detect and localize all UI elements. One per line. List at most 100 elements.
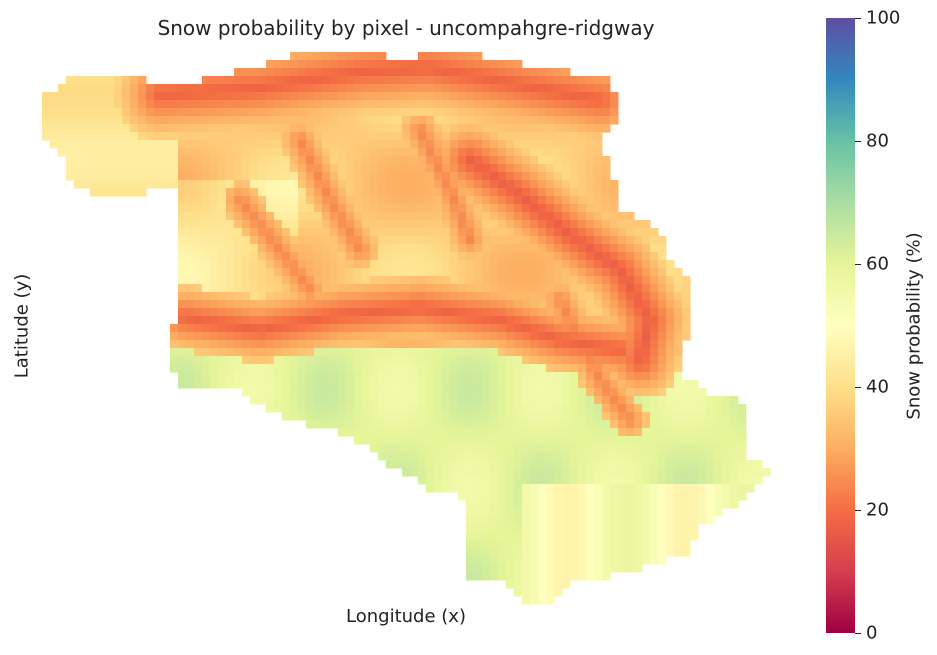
heatmap-cell xyxy=(378,260,387,269)
heatmap-cell xyxy=(546,356,555,365)
heatmap-cell xyxy=(490,84,499,93)
heatmap-cell xyxy=(234,164,243,173)
heatmap-cell xyxy=(370,156,379,165)
heatmap-cell xyxy=(594,460,603,469)
heatmap-cell xyxy=(546,260,555,269)
heatmap-cell xyxy=(450,444,459,453)
heatmap-cell xyxy=(434,444,443,453)
heatmap-cell xyxy=(210,84,219,93)
heatmap-cell xyxy=(562,172,571,181)
heatmap-cell xyxy=(674,276,683,285)
heatmap-cell xyxy=(242,276,251,285)
heatmap-cell xyxy=(426,300,435,309)
heatmap-cell xyxy=(130,92,139,101)
heatmap-cell xyxy=(650,492,659,501)
heatmap-cell xyxy=(698,404,707,413)
heatmap-cell xyxy=(322,148,331,157)
heatmap-cell xyxy=(498,84,507,93)
heatmap-cell xyxy=(546,468,555,477)
heatmap-cell xyxy=(690,452,699,461)
heatmap-cell xyxy=(234,380,243,389)
heatmap-cell xyxy=(266,228,275,237)
heatmap-cell xyxy=(74,164,83,173)
heatmap-cell xyxy=(466,116,475,125)
heatmap-cell xyxy=(466,452,475,461)
heatmap-cell xyxy=(602,380,611,389)
heatmap-cell xyxy=(306,188,315,197)
heatmap-cell xyxy=(618,268,627,277)
heatmap-cell xyxy=(250,316,259,325)
heatmap-cell xyxy=(530,172,539,181)
heatmap-cell xyxy=(226,276,235,285)
heatmap-cell xyxy=(178,132,187,141)
heatmap-cell xyxy=(506,420,515,429)
heatmap-cell xyxy=(186,252,195,261)
heatmap-cell xyxy=(122,84,131,93)
heatmap-cell xyxy=(178,140,187,149)
heatmap-cell xyxy=(434,204,443,213)
heatmap-cell xyxy=(442,212,451,221)
heatmap-cell xyxy=(482,124,491,133)
heatmap-cell xyxy=(330,356,339,365)
heatmap-cell xyxy=(250,324,259,333)
heatmap-cell xyxy=(290,404,299,413)
heatmap-cell xyxy=(466,516,475,525)
heatmap-cell xyxy=(618,292,627,301)
heatmap-cell xyxy=(610,492,619,501)
heatmap-cell xyxy=(90,132,99,141)
heatmap-cell xyxy=(506,164,515,173)
heatmap-cell xyxy=(274,60,283,69)
heatmap-cell xyxy=(522,492,531,501)
heatmap-cell xyxy=(474,68,483,77)
heatmap-cell xyxy=(362,92,371,101)
heatmap-cell xyxy=(298,236,307,245)
heatmap-cell xyxy=(482,540,491,549)
heatmap-cell xyxy=(554,68,563,77)
heatmap-cell xyxy=(202,316,211,325)
heatmap-cell xyxy=(418,380,427,389)
heatmap-cell xyxy=(642,516,651,525)
heatmap-cell xyxy=(626,284,635,293)
heatmap-cell xyxy=(242,76,251,85)
heatmap-cell xyxy=(346,244,355,253)
heatmap-cell xyxy=(346,396,355,405)
heatmap-cell xyxy=(506,372,515,381)
heatmap-cell xyxy=(274,76,283,85)
heatmap-cell xyxy=(314,404,323,413)
heatmap-cell xyxy=(354,412,363,421)
heatmap-cell xyxy=(162,116,171,125)
heatmap-cell xyxy=(378,436,387,445)
heatmap-cell xyxy=(122,164,131,173)
heatmap-cell xyxy=(418,204,427,213)
heatmap-cell xyxy=(442,108,451,117)
heatmap-cell xyxy=(754,468,763,477)
heatmap-cell xyxy=(538,156,547,165)
heatmap-cell xyxy=(650,324,659,333)
heatmap-cell xyxy=(66,100,75,109)
heatmap-cell xyxy=(458,308,467,317)
heatmap-cell xyxy=(338,68,347,77)
heatmap-cell xyxy=(218,340,227,349)
heatmap-cell xyxy=(362,284,371,293)
heatmap-cell xyxy=(250,100,259,109)
heatmap-cell xyxy=(234,340,243,349)
heatmap-cell xyxy=(338,316,347,325)
heatmap-cell xyxy=(442,180,451,189)
heatmap-cell xyxy=(730,492,739,501)
heatmap-cell xyxy=(306,212,315,221)
heatmap-cell xyxy=(162,84,171,93)
heatmap-cell xyxy=(554,196,563,205)
heatmap-cell xyxy=(450,316,459,325)
heatmap-cell xyxy=(458,300,467,309)
heatmap-cell xyxy=(474,404,483,413)
heatmap-cell xyxy=(266,204,275,213)
heatmap-cell xyxy=(274,372,283,381)
heatmap-cell xyxy=(138,164,147,173)
heatmap-cell xyxy=(426,52,435,61)
heatmap-cell xyxy=(338,180,347,189)
heatmap-cell xyxy=(426,372,435,381)
heatmap-cell xyxy=(714,492,723,501)
heatmap-cell xyxy=(682,484,691,493)
heatmap-cell xyxy=(722,484,731,493)
heatmap-cell xyxy=(658,316,667,325)
